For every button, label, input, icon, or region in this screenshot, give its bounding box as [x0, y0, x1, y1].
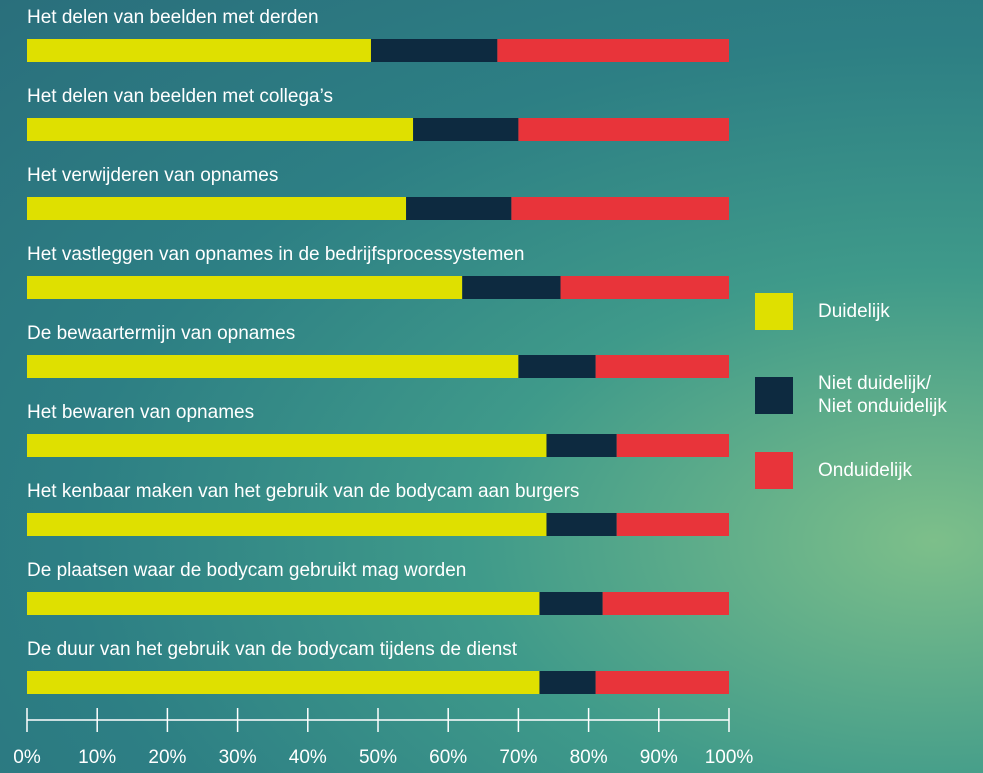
bar-segment	[27, 355, 519, 378]
bar-segment	[511, 197, 729, 220]
legend-label: Duidelijk	[818, 301, 890, 322]
bar-segment	[27, 276, 463, 299]
x-tick-label: 60%	[429, 747, 467, 768]
bar-segment	[27, 39, 371, 62]
category-label: De duur van het gebruik van de bodycam t…	[27, 639, 518, 660]
bar-segment	[497, 39, 729, 62]
category-label: Het delen van beelden met derden	[27, 7, 319, 28]
category-label: Het verwijderen van opnames	[27, 165, 278, 186]
bar-segment	[595, 671, 729, 694]
legend-swatch	[755, 452, 793, 489]
bar-segment	[27, 513, 547, 536]
legend-label: Niet duidelijk/ Niet onduidelijk	[818, 373, 947, 417]
x-tick-label: 90%	[640, 747, 678, 768]
bar-segment	[546, 513, 617, 536]
bar-segment	[27, 118, 414, 141]
x-tick-label: 100%	[705, 747, 754, 768]
bar-segment	[595, 355, 729, 378]
x-tick-label: 30%	[219, 747, 257, 768]
category-label: Het kenbaar maken van het gebruik van de…	[27, 481, 579, 502]
legend-item: Onduidelijk	[755, 452, 912, 489]
bar-segment	[27, 671, 540, 694]
bar-segment	[546, 434, 617, 457]
category-label: De bewaartermijn van opnames	[27, 323, 295, 344]
bar-segment	[27, 434, 547, 457]
bar-segment	[413, 118, 519, 141]
legend-item: Duidelijk	[755, 293, 890, 330]
bar-segment	[406, 197, 512, 220]
x-tick-label: 80%	[570, 747, 608, 768]
category-label: Het bewaren van opnames	[27, 402, 254, 423]
bar-segment	[616, 434, 729, 457]
bar-segment	[616, 513, 729, 536]
legend-swatch	[755, 376, 793, 414]
x-tick-label: 70%	[499, 747, 537, 768]
bar-segment	[539, 671, 596, 694]
bar-segment	[27, 592, 540, 615]
x-tick-label: 40%	[289, 747, 327, 768]
bar-segment	[518, 118, 729, 141]
x-tick-label: 50%	[359, 747, 397, 768]
bar-segment	[518, 355, 596, 378]
x-tick-label: 20%	[148, 747, 186, 768]
bar-segment	[370, 39, 498, 62]
x-tick-label: 0%	[13, 747, 41, 768]
bar-segment	[602, 592, 729, 615]
bar-segment	[560, 276, 729, 299]
category-label: De plaatsen waar de bodycam gebruikt mag…	[27, 560, 466, 581]
bar-segment	[539, 592, 603, 615]
bar-segment	[462, 276, 561, 299]
category-label: Het vastleggen van opnames in de bedrijf…	[27, 244, 524, 265]
legend-swatch	[755, 293, 793, 330]
legend-label: Onduidelijk	[818, 460, 912, 481]
bar-segment	[27, 197, 407, 220]
legend-item: Niet duidelijk/ Niet onduidelijk	[755, 372, 947, 418]
x-tick-label: 10%	[78, 747, 116, 768]
category-label: Het delen van beelden met collega’s	[27, 86, 333, 107]
